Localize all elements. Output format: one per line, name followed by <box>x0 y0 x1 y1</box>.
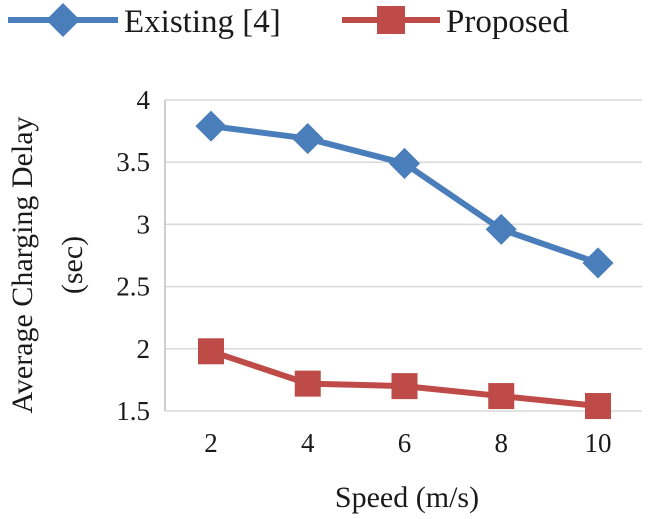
data-point-proposed <box>294 370 321 397</box>
y-axis-ticks: 1.5 2 2.5 3 3.5 4 <box>116 85 150 426</box>
y-tick-label: 3.5 <box>116 147 150 177</box>
data-point-proposed <box>488 383 515 410</box>
x-tick-label: 2 <box>204 428 218 458</box>
x-tick-label: 4 <box>301 428 315 458</box>
series-line-existing-4 <box>210 123 599 266</box>
y-tick-label: 4 <box>137 85 151 115</box>
data-point-existing-4 <box>582 247 614 279</box>
y-axis-title-line2: (sec) <box>56 236 89 294</box>
legend-label-proposed: Proposed <box>446 4 569 40</box>
y-tick-label: 2.5 <box>116 272 150 302</box>
x-axis-title: Speed (m/s) <box>335 481 479 514</box>
data-point-proposed <box>585 393 611 420</box>
legend: Existing [4] Proposed <box>8 3 569 40</box>
x-tick-label: 10 <box>585 428 612 458</box>
legend-marker-existing <box>46 3 80 37</box>
x-tick-label: 8 <box>495 428 509 458</box>
legend-item-proposed: Proposed <box>342 4 569 40</box>
y-tick-label: 3 <box>137 209 151 239</box>
legend-item-existing: Existing [4] <box>8 3 281 40</box>
x-axis-ticks: 2 4 6 8 10 <box>204 428 611 458</box>
data-point-proposed <box>391 373 418 400</box>
data-point-existing-4 <box>388 147 421 180</box>
data-point-existing-4 <box>292 123 324 155</box>
y-tick-label: 2 <box>137 334 151 364</box>
data-point-existing-4 <box>485 213 517 245</box>
legend-marker-proposed <box>377 6 405 34</box>
series-layer <box>195 110 614 420</box>
y-axis-title-line1: Average Charging Delay <box>6 116 39 413</box>
legend-label-existing: Existing [4] <box>124 4 281 40</box>
x-tick-label: 6 <box>398 428 412 458</box>
data-point-proposed <box>198 338 224 365</box>
y-tick-label: 1.5 <box>116 396 150 426</box>
data-point-existing-4 <box>195 110 227 142</box>
